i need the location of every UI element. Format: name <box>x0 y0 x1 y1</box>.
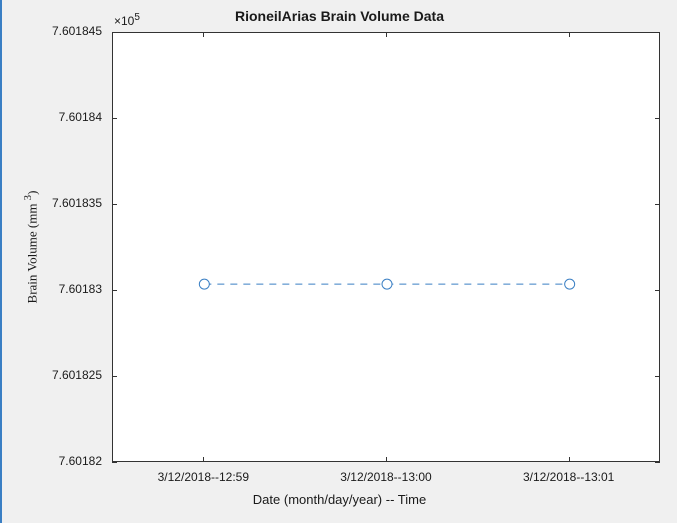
x-tick <box>203 32 204 37</box>
y-tick <box>655 32 660 33</box>
y-tick-label: 7.60183 <box>2 282 102 296</box>
chart-svg <box>113 33 661 463</box>
x-tick <box>386 457 387 462</box>
y-tick <box>655 204 660 205</box>
chart-title: RioneilArias Brain Volume Data <box>2 8 677 24</box>
y-tick <box>112 376 117 377</box>
series-marker <box>382 279 392 289</box>
y-axis-label: Brain Volume (mm 3) <box>22 32 40 462</box>
plot-area[interactable] <box>112 32 660 462</box>
y-axis-label-suffix: ) <box>24 191 39 195</box>
x-axis-label: Date (month/day/year) -- Time <box>2 492 677 507</box>
y-tick-label: 7.60182 <box>2 454 102 468</box>
y-axis-exponent: ×105 <box>114 12 140 28</box>
y-tick-label: 7.601845 <box>2 24 102 38</box>
x-tick <box>569 32 570 37</box>
x-tick-label: 3/12/2018--12:59 <box>158 470 249 484</box>
y-tick-label: 7.60184 <box>2 110 102 124</box>
x-tick <box>203 457 204 462</box>
y-tick-label: 7.601835 <box>2 196 102 210</box>
y-tick-label: 7.601825 <box>2 368 102 382</box>
figure-window: RioneilArias Brain Volume Data ×105 Brai… <box>0 0 677 523</box>
y-tick <box>112 32 117 33</box>
y-tick <box>655 376 660 377</box>
series-marker <box>565 279 575 289</box>
y-exp-power: 5 <box>134 12 140 23</box>
y-tick <box>112 118 117 119</box>
x-tick <box>569 457 570 462</box>
y-tick <box>655 118 660 119</box>
y-exp-base: ×10 <box>114 14 134 28</box>
x-tick <box>386 32 387 37</box>
y-tick <box>655 290 660 291</box>
x-tick-label: 3/12/2018--13:01 <box>523 470 614 484</box>
y-tick <box>112 290 117 291</box>
y-tick <box>112 462 117 463</box>
y-tick <box>112 204 117 205</box>
series-marker <box>199 279 209 289</box>
x-tick-label: 3/12/2018--13:00 <box>340 470 431 484</box>
y-tick <box>655 462 660 463</box>
